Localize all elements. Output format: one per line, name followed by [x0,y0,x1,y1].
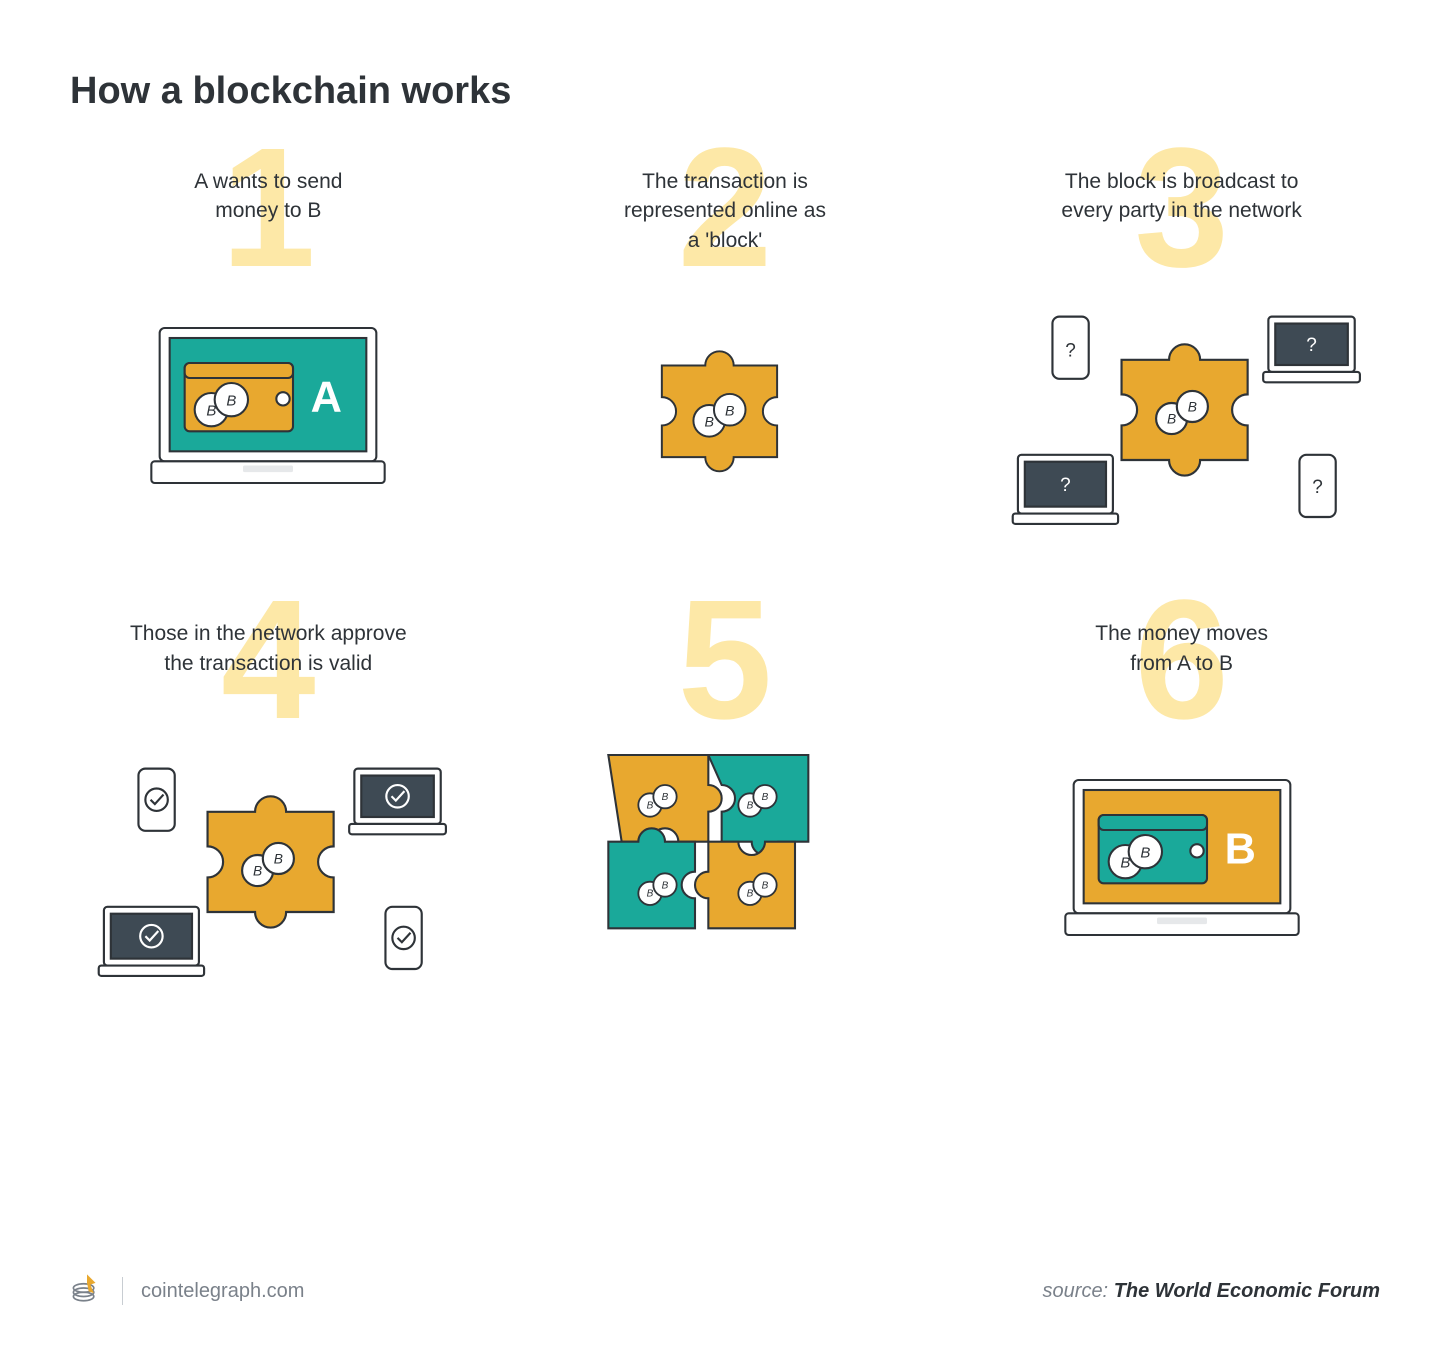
svg-text:B: B [1187,399,1196,415]
source-name: The World Economic Forum [1114,1280,1380,1302]
svg-text:B: B [725,403,734,419]
svg-text:B: B [662,792,669,803]
svg-text:?: ? [1306,335,1317,356]
step-text: The block is broadcast toevery party in … [1061,163,1301,253]
footer-divider [122,1277,123,1305]
footer-site: cointelegraph.com [141,1280,304,1303]
footer-source: source: The World Economic Forum [1043,1280,1380,1303]
step-1: 1 A wants to sendmoney to B B B A [70,163,467,535]
svg-text:B: B [704,414,713,430]
svg-text:B: B [1140,845,1150,862]
svg-text:B: B [253,863,262,879]
steps-grid: 1 A wants to sendmoney to B B B A [70,163,1380,987]
wallet-letter: A [311,373,342,421]
svg-text:?: ? [1312,477,1323,498]
step-3-illustration: B B ? ? ? ? [992,273,1372,533]
svg-text:?: ? [1060,475,1071,496]
svg-text:B: B [274,851,283,867]
footer-left: cointelegraph.com [70,1271,304,1311]
step-text: The transaction isrepresented online asa… [624,163,826,255]
svg-text:B: B [662,881,669,892]
svg-text:B: B [227,393,237,410]
source-label: source: [1043,1280,1109,1302]
step-2: 2 The transaction isrepresented online a… [527,163,924,535]
svg-text:B: B [747,801,754,812]
svg-text:B: B [762,792,769,803]
page-title: How a blockchain works [70,70,1380,113]
svg-text:B: B [647,889,654,900]
step-text: The money movesfrom A to B [1095,615,1268,705]
step-5: 5 [527,615,924,987]
step-4: 4 Those in the network approvethe transa… [70,615,467,987]
step-6-illustration: B B B [992,725,1372,985]
svg-text:B: B [647,801,654,812]
step-5-illustration: BB BB BB BB [535,725,915,985]
step-6: 6 The money movesfrom A to B B B B [983,615,1380,987]
wallet-letter: B [1224,826,1255,874]
svg-text:B: B [762,881,769,892]
cointelegraph-logo-icon [70,1271,104,1311]
step-4-illustration: B B [78,725,458,985]
svg-text:B: B [1167,411,1176,427]
step-2-illustration: B B [535,275,915,535]
step-1-illustration: B B A [78,273,458,533]
step-3: 3 The block is broadcast toevery party i… [983,163,1380,535]
svg-text:?: ? [1065,340,1076,361]
svg-text:B: B [747,889,754,900]
footer: cointelegraph.com source: The World Econ… [70,1271,1380,1311]
step-text: A wants to sendmoney to B [194,163,342,253]
step-text: Those in the network approvethe transact… [130,615,407,705]
